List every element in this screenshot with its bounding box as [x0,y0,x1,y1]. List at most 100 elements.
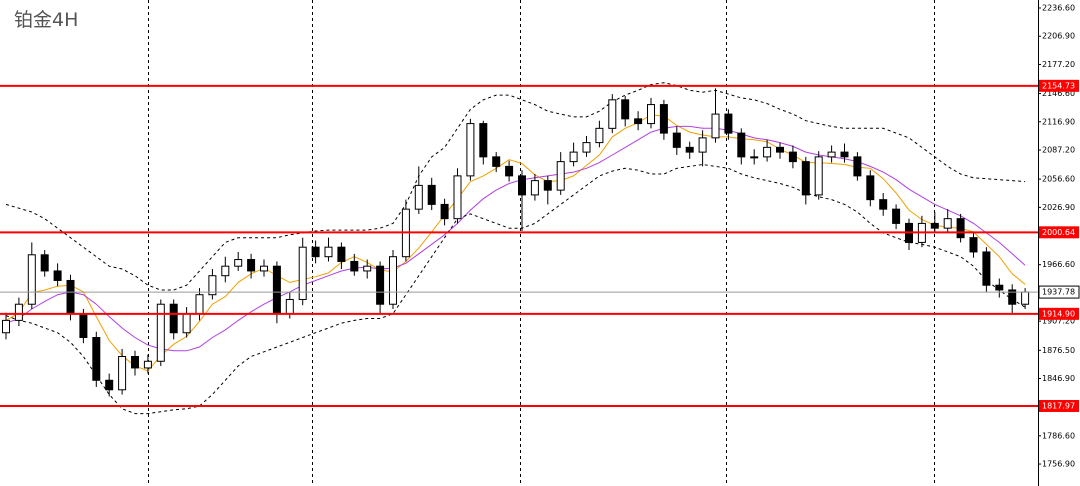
candle-body [943,218,952,229]
candle-body [131,356,139,369]
level-label: 2154.73 [1042,81,1075,90]
candle-body [66,279,75,315]
candle-body [556,161,565,191]
candle-body [685,146,694,153]
candle-body [801,161,810,196]
y-tick-label: 2026.90 [1042,203,1075,212]
candle-body [272,265,281,315]
candle-body [376,265,385,305]
candle-body [776,146,784,153]
overlay-line [5,163,1026,415]
y-tick-label: 1876.50 [1042,346,1075,355]
candle-body [247,259,256,272]
candle-body [298,246,307,300]
level-box [1039,399,1079,412]
level-box [1039,226,1079,239]
candle-body [505,165,514,177]
candle-body [143,360,152,369]
candle-body [840,151,849,158]
candle-body [634,118,643,125]
candle-body [866,175,875,201]
candle-body [750,156,759,159]
level-box [1039,79,1079,92]
candle-body [930,222,939,229]
candle-body [27,254,36,305]
y-tick-label: 2116.90 [1042,117,1075,126]
candle-body [569,151,578,163]
candle-body [608,99,617,129]
candle-body [711,113,720,139]
candle-body [156,303,165,362]
candle-body [582,142,591,153]
candle-body [389,256,397,305]
y-tick-label: 1907.20 [1042,317,1075,326]
candle-body [814,156,823,196]
candle-body [530,180,539,196]
candle-body [182,313,191,334]
level-label: 1914.90 [1042,309,1075,318]
candle-body [737,132,746,158]
candle-body [995,284,1004,291]
candle-body [260,265,268,272]
candle-body [221,265,230,277]
candle-body [169,303,178,334]
candle-body [92,337,101,381]
candle-body [208,275,217,296]
candle-body [543,180,552,191]
candle-body [14,303,23,321]
y-tick-label: 2206.90 [1042,32,1075,41]
candle-body [621,99,630,120]
y-tick-label: 2177.20 [1042,60,1075,69]
candle-body [1021,291,1030,305]
current-price-box [1038,285,1080,299]
y-tick-label: 1756.90 [1042,460,1075,469]
candle-body [788,151,797,163]
y-tick-label: 2236.60 [1042,3,1075,12]
candle-body [956,218,965,239]
candle-body [324,246,333,258]
overlay-line [5,82,1026,291]
y-tick-label: 1846.90 [1042,374,1075,383]
candle-body [827,151,836,158]
candle-body [479,123,488,158]
candle-body [337,246,346,262]
candle-body [79,313,88,338]
candle-body [724,113,733,134]
y-tick-label: 2146.60 [1042,89,1075,98]
candle-body [427,184,436,205]
candle-body [234,259,243,267]
candle-body [853,156,862,177]
candle-body [105,379,114,391]
candle-body [40,254,49,272]
candle-body [440,203,449,220]
chart-title: 铂金4H [14,9,78,31]
candle-body [350,260,359,272]
candle-body [453,175,462,220]
candle-body [698,137,707,153]
candle-body [195,294,204,315]
candle-body [595,127,604,144]
level-label: 2000.64 [1042,228,1075,237]
candle-body [672,132,681,148]
candle-body [659,104,668,134]
level-label: 1817.97 [1042,401,1075,410]
candle-body [969,237,978,253]
level-box [1039,307,1079,320]
candle-body [285,298,294,315]
candle-body [492,156,501,167]
candle-body [518,175,526,196]
candle-body [414,184,423,210]
y-tick-label: 2056.60 [1042,175,1075,184]
candle-body [2,319,10,334]
candle-body [466,123,475,177]
candle-body [763,146,772,158]
candle-body [1008,289,1017,305]
candle-body [892,208,901,224]
candle-body [982,251,991,286]
candle-body [118,356,127,391]
candle-body [311,246,320,258]
y-tick-label: 2087.20 [1042,146,1075,155]
y-tick-label: 1786.60 [1042,431,1075,440]
